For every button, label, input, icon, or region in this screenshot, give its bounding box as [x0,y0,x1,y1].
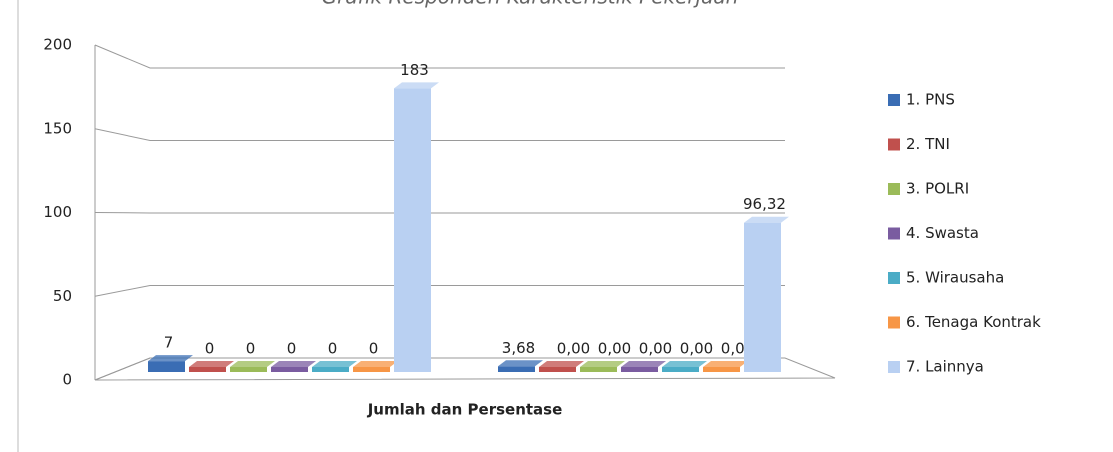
data-label: 0 [369,340,379,358]
bar-side [312,361,357,367]
legend-swatch [888,316,900,329]
chart-title: Grafik Responden Karakteristik Pekerjaan [322,0,739,9]
grid-line [94,44,785,69]
data-label: 96,32 [743,195,786,213]
data-label: 7 [164,334,174,352]
bar-side [271,361,316,367]
bar [394,88,431,372]
legend-label: 3. POLRI [906,180,969,198]
bar [703,367,740,372]
legend-swatch [888,138,900,151]
y-tick-label: 150 [43,119,72,137]
bar-side [539,361,584,367]
legend-swatch [888,183,900,195]
bar-side [580,361,625,367]
bar-side [498,360,543,367]
bar [662,367,699,372]
bar [498,366,535,372]
bar [621,367,658,372]
bar-side [744,216,789,223]
legend-label: 4. Swasta [906,224,979,242]
y-tick-label: 50 [53,287,72,305]
legend-label: 5. Wirausaha [906,269,1004,287]
data-label: 0 [205,340,215,358]
bar [148,361,185,372]
legend-swatch [888,94,900,106]
bar [744,222,781,372]
grid-line [94,128,785,141]
legend-swatch [888,361,900,373]
legend-swatch [888,227,900,240]
bar [312,367,349,372]
data-label: 3,68 [502,339,535,357]
bar-side [394,82,439,89]
y-tick-label: 0 [62,371,72,389]
legend-label: 2. TNI [906,135,950,153]
grid-line [94,285,785,297]
legend-label: 1. PNS [906,91,955,109]
bar [230,367,267,372]
bar [189,367,226,372]
bar [580,367,617,372]
bar-side [230,361,275,367]
data-label: 0 [328,340,338,358]
bar-side [353,361,398,367]
data-label: 0 [246,340,256,358]
legend-label: 7. Lainnya [906,358,984,376]
bar [353,367,390,372]
bar-side [662,361,707,367]
legend-label: 6. Tenaga Kontrak [906,313,1041,331]
bar-side [621,361,666,367]
data-label: 0,00 [639,340,672,358]
data-label: 0,00 [598,340,631,358]
y-tick-label: 200 [43,36,72,54]
bar [539,367,576,372]
bar-side [189,361,234,367]
legend-swatch [888,272,900,284]
data-label: 0 [287,340,297,358]
bar-side [148,355,193,362]
data-label: 183 [400,61,429,79]
data-label: 0,00 [680,340,713,358]
bar-side [703,361,748,367]
grid-line [94,357,785,381]
x-axis-title: Jumlah dan Persentase [367,401,563,419]
data-label: 0,00 [557,340,590,358]
y-tick-label: 100 [43,203,72,221]
grid-line [94,212,785,214]
bar [271,367,308,372]
